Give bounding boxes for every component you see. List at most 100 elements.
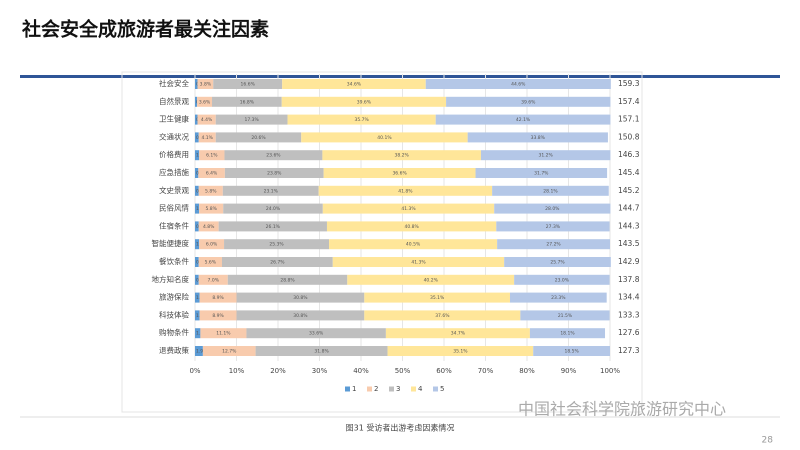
- bar-segment: [287, 114, 436, 125]
- bar-segment: [529, 328, 606, 339]
- segment-label: 26.7%: [270, 260, 285, 266]
- bar-segment: [195, 346, 203, 356]
- x-tick-label: 10%: [229, 367, 245, 375]
- row-total: 145.2: [618, 186, 640, 195]
- bar-segment: [504, 257, 611, 267]
- row-total: 146.3: [618, 150, 640, 159]
- segment-label: 37.6%: [435, 313, 450, 319]
- row-total: 137.8: [618, 275, 640, 284]
- segment-label: 23.8%: [267, 171, 282, 177]
- legend-label: 5: [440, 385, 444, 393]
- bar-segment: [200, 328, 247, 339]
- bar-segment: [301, 132, 468, 143]
- row-total: 143.5: [618, 239, 640, 248]
- bar-segment: [520, 310, 610, 321]
- row-total: 145.4: [618, 168, 640, 177]
- row-total: 144.7: [618, 204, 640, 213]
- category-label: 科技体验: [159, 309, 189, 319]
- bar-segment: [224, 168, 324, 178]
- bar-segment: [227, 274, 348, 285]
- segment-label: 11.1%: [216, 331, 231, 337]
- bar-segment: [198, 132, 216, 143]
- bar-segment: [197, 96, 213, 107]
- bar-segment: [195, 239, 200, 250]
- bar-segment: [347, 274, 515, 285]
- legend-label: 2: [374, 385, 378, 393]
- segment-label: 25.7%: [550, 260, 565, 266]
- segment-label: 34.6%: [347, 82, 362, 88]
- bar-segment: [199, 150, 225, 161]
- bar-segment: [255, 346, 388, 356]
- bar-segment: [223, 203, 323, 214]
- row-total: 127.6: [618, 328, 640, 337]
- bar-segment: [197, 114, 216, 125]
- segment-label: 1.9%: [196, 349, 208, 355]
- segment-label: 27.2%: [546, 242, 561, 248]
- segment-label: 12.7%: [222, 349, 237, 355]
- bar-segment: [195, 328, 201, 339]
- bar-segment: [198, 221, 219, 232]
- bar-segment: [195, 132, 199, 143]
- bar-segment: [202, 346, 256, 356]
- category-label: 购物条件: [159, 327, 189, 337]
- category-label: 卫生健康: [159, 114, 189, 124]
- segment-label: 8.9%: [212, 295, 224, 301]
- segment-label: 5.6%: [205, 260, 217, 266]
- category-label: 社会安全: [159, 78, 189, 88]
- segment-label: 35.1%: [430, 295, 445, 301]
- segment-label: 28.8%: [280, 277, 295, 283]
- bar-segment: [199, 292, 237, 303]
- segment-label: 39.6%: [357, 99, 372, 105]
- bar-segment: [282, 79, 426, 89]
- segment-label: 4.8%: [203, 224, 215, 230]
- x-tick-label: 0%: [189, 367, 200, 375]
- bar-segment: [236, 292, 365, 303]
- segment-label: 23.6%: [266, 153, 281, 159]
- bar-segment: [218, 221, 327, 232]
- segment-label: 21.5%: [558, 313, 573, 319]
- bar-segment: [329, 239, 498, 250]
- legend-label: 4: [418, 385, 423, 393]
- bar-segment: [198, 257, 222, 267]
- category-label: 自然景观: [159, 96, 189, 106]
- segment-label: 35.7%: [354, 117, 369, 123]
- segment-label: 3.6%: [199, 99, 211, 105]
- bar-segment: [215, 114, 288, 125]
- bar-segment: [198, 274, 228, 285]
- segment-label: 6.4%: [206, 171, 218, 177]
- category-label: 交通状况: [159, 131, 189, 141]
- bar-segment: [326, 221, 497, 232]
- x-tick-label: 70%: [478, 367, 494, 375]
- category-label: 地方知名度: [152, 274, 190, 284]
- bar-segment: [387, 346, 534, 356]
- segment-label: 16.6%: [241, 82, 256, 88]
- x-tick-label: 30%: [312, 367, 328, 375]
- x-tick-label: 20%: [270, 367, 286, 375]
- bar-segment: [281, 96, 447, 107]
- bar-segment: [195, 150, 200, 161]
- bar-segment: [221, 257, 333, 267]
- bar-segment: [509, 292, 607, 303]
- segment-label: 33.8%: [531, 135, 546, 141]
- bar-segment: [222, 185, 319, 196]
- caption: 图31 受访者出游考虑因素情况: [346, 423, 455, 433]
- segment-label: 28.1%: [543, 188, 558, 194]
- category-label: 智能便捷度: [152, 238, 190, 248]
- bar-segment: [199, 239, 225, 250]
- segment-label: 25.3%: [269, 242, 284, 248]
- legend-swatch: [389, 386, 394, 392]
- bar-segment: [496, 221, 610, 232]
- segment-label: 40.1%: [377, 135, 392, 141]
- bar-segment: [215, 132, 302, 143]
- segment-label: 16.8%: [240, 99, 255, 105]
- bar-segment: [195, 96, 198, 107]
- bar-segment: [332, 257, 505, 267]
- bar-segment: [385, 328, 530, 339]
- bar-segment: [492, 185, 609, 196]
- bar-segment: [198, 185, 223, 196]
- bar-segment: [195, 310, 200, 321]
- segment-label: 18.5%: [564, 349, 579, 355]
- segment-label: 28.0%: [545, 206, 560, 212]
- row-total: 127.3: [618, 346, 640, 355]
